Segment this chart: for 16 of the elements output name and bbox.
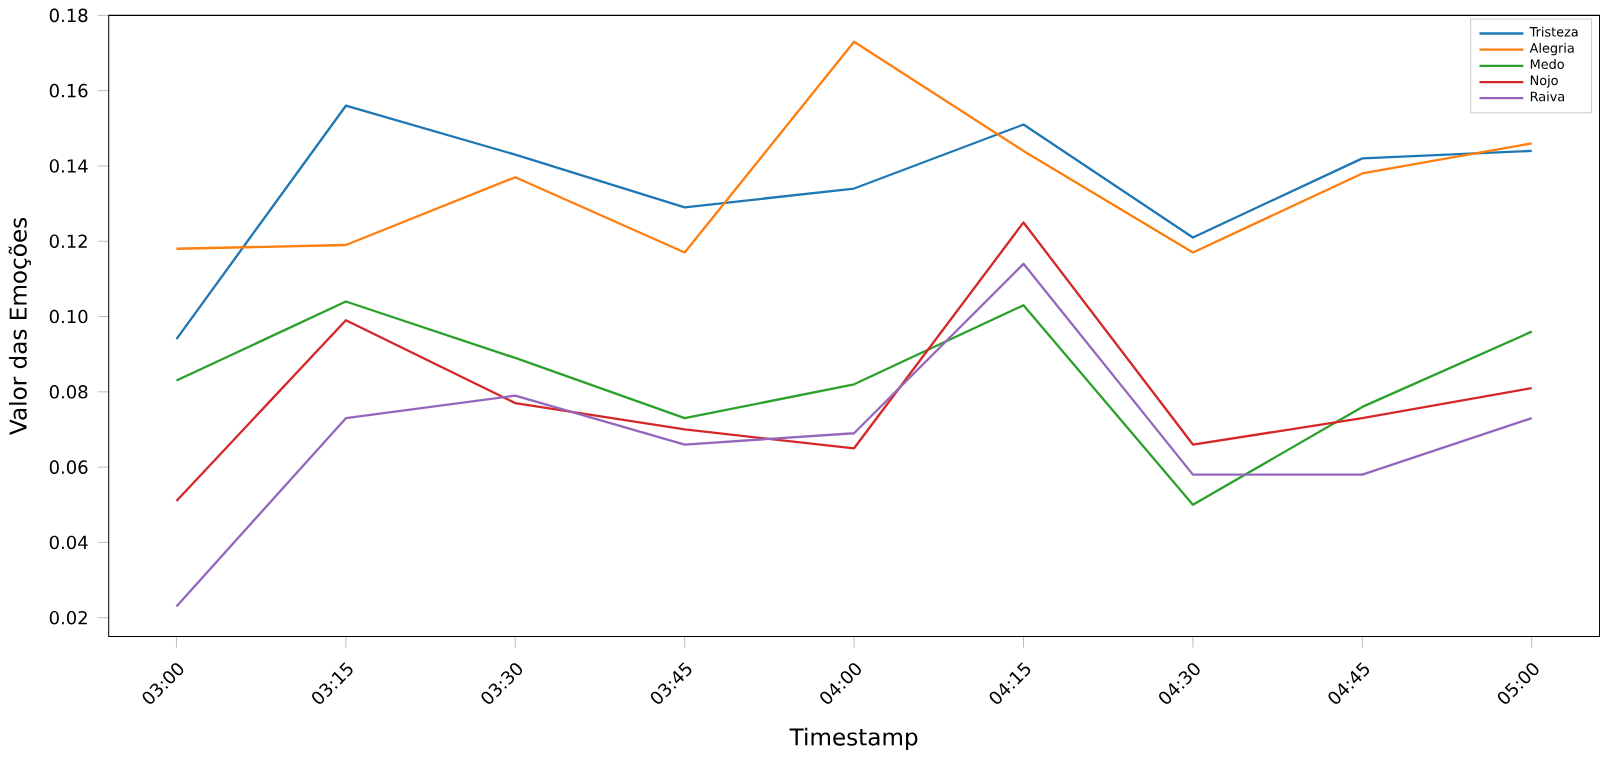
y-tick-label: 0.16 <box>49 83 88 98</box>
y-tick-label: 0.14 <box>49 158 88 173</box>
y-tick-label: 0.10 <box>49 309 88 323</box>
y-tick-label: 0.12 <box>49 234 87 248</box>
y-tick-label: 0.08 <box>49 384 88 399</box>
line-series <box>175 262 1533 608</box>
y-tick-label: 0.02 <box>49 610 87 625</box>
y-tick-label: 0.06 <box>49 459 88 474</box>
line-series <box>175 40 1533 254</box>
line-series <box>175 299 1533 506</box>
y-tick-label: 0.18 <box>49 8 88 22</box>
line-series <box>175 220 1533 502</box>
x-axis-title: Timestamp <box>789 727 918 750</box>
line-series <box>175 104 1533 340</box>
y-tick-label: 0.04 <box>49 535 88 549</box>
y-axis-title: Valor das Emoções <box>8 217 32 435</box>
